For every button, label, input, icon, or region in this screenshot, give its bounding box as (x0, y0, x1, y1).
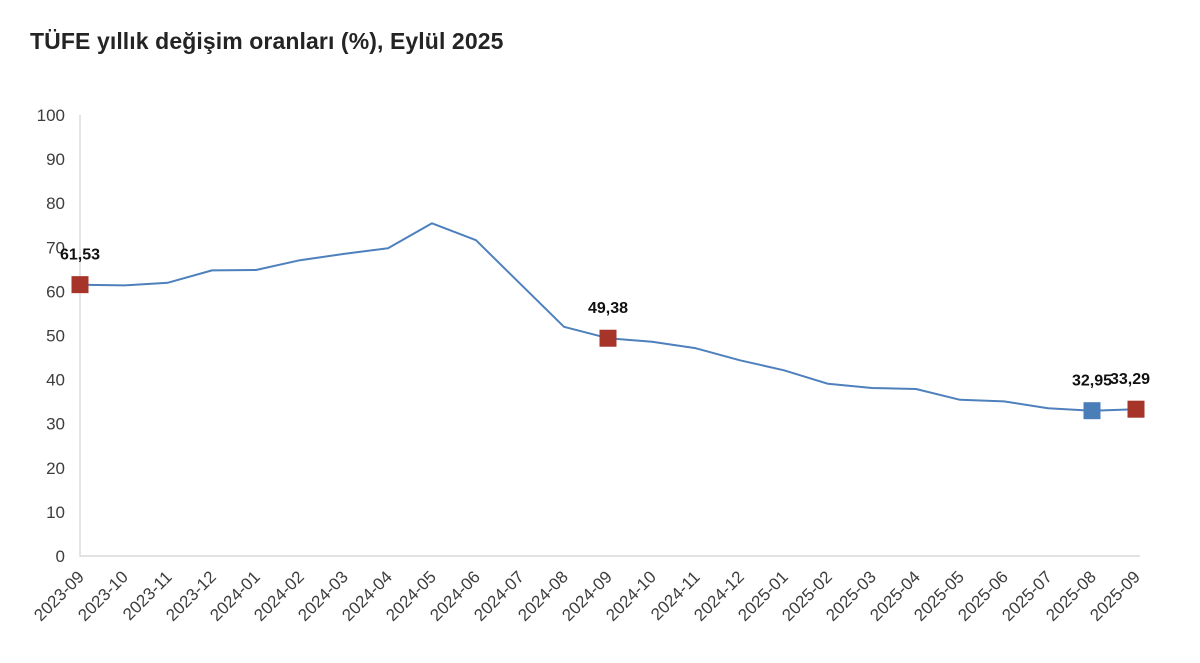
y-tick-label: 20 (46, 459, 65, 478)
highlight-marker (1127, 400, 1145, 418)
data-point-label: 49,38 (588, 300, 628, 317)
y-tick-label: 40 (46, 371, 65, 390)
highlight-marker (1083, 402, 1101, 420)
y-tick-label: 80 (46, 194, 65, 213)
data-point-label: 33,29 (1110, 371, 1150, 388)
y-tick-label: 50 (46, 327, 65, 346)
data-point-label: 61,53 (60, 247, 100, 264)
y-tick-label: 0 (56, 547, 65, 566)
axis-lines (79, 115, 1140, 557)
y-tick-label: 90 (46, 150, 65, 169)
highlight-marker (71, 276, 89, 294)
y-tick-label: 10 (46, 503, 65, 522)
y-tick-label: 100 (37, 106, 65, 125)
data-point-label: 32,95 (1072, 373, 1112, 390)
chart-title: TÜFE yıllık değişim oranları (%), Eylül … (30, 28, 504, 54)
y-tick-label: 30 (46, 415, 65, 434)
y-tick-label: 70 (46, 238, 65, 257)
highlight-marker (599, 329, 617, 347)
y-tick-label: 60 (46, 282, 65, 301)
